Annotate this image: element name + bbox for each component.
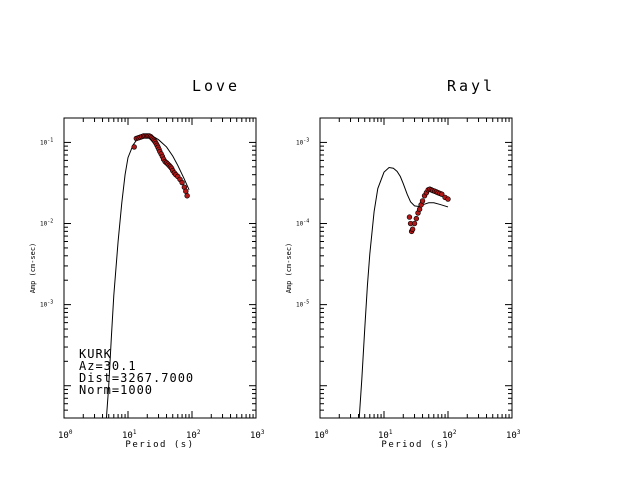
data-point bbox=[445, 196, 451, 202]
y-tick-label: 10-5 bbox=[296, 300, 309, 309]
x-tick-label: 102 bbox=[442, 429, 457, 441]
data-point bbox=[413, 215, 420, 222]
data-layer bbox=[358, 167, 451, 418]
plot-frame bbox=[319, 117, 513, 419]
data-layer bbox=[105, 133, 190, 418]
model-curve bbox=[358, 167, 449, 418]
data-point bbox=[183, 188, 189, 194]
y-tick-label: 10-1 bbox=[40, 137, 53, 146]
x-tick-label: 102 bbox=[186, 429, 201, 441]
x-tick-label: 103 bbox=[506, 429, 521, 441]
chart-title: Love bbox=[192, 77, 240, 95]
x-tick-label: 101 bbox=[378, 429, 393, 441]
data-point bbox=[406, 214, 413, 220]
y-tick-label: 10-3 bbox=[40, 300, 53, 309]
data-point bbox=[411, 220, 418, 227]
data-point bbox=[131, 144, 137, 150]
y-tick-label: 10-4 bbox=[296, 219, 309, 228]
data-point bbox=[184, 193, 190, 199]
y-axis-label: Amp (cm-sec) bbox=[285, 243, 293, 294]
annotation-line: Norm=1000 bbox=[79, 383, 153, 397]
x-axis-label: Period (s) bbox=[381, 440, 450, 450]
y-tick-label: 10-3 bbox=[296, 137, 309, 146]
panel-rayl: 100 101 102 103 10-3 10-4 10-5 Rayl Period (s) Am… bbox=[285, 77, 521, 450]
x-axis-label: Period (s) bbox=[125, 440, 194, 450]
x-tick-label: 100 bbox=[314, 429, 329, 441]
plot-frame bbox=[63, 117, 257, 419]
data-point bbox=[416, 206, 423, 212]
y-axis-label: Amp (cm-sec) bbox=[29, 243, 37, 294]
x-tick-label: 103 bbox=[250, 429, 265, 441]
annotation-line: Az=30.1 bbox=[79, 359, 137, 373]
x-tick-label: 101 bbox=[122, 429, 137, 441]
y-tick-label: 10-2 bbox=[40, 219, 53, 228]
chart-title: Rayl bbox=[447, 77, 495, 95]
annotation-line: KURK bbox=[79, 347, 112, 361]
data-point bbox=[409, 226, 416, 232]
data-point bbox=[179, 179, 185, 186]
data-point bbox=[439, 191, 445, 197]
annotation-line: Dist=3267.7000 bbox=[79, 371, 194, 385]
data-point bbox=[419, 198, 426, 204]
panel-love: 100 101 102 103 10-1 10-2 10-3 Love Period (s) Am… bbox=[29, 77, 265, 450]
x-tick-label: 100 bbox=[58, 429, 73, 441]
